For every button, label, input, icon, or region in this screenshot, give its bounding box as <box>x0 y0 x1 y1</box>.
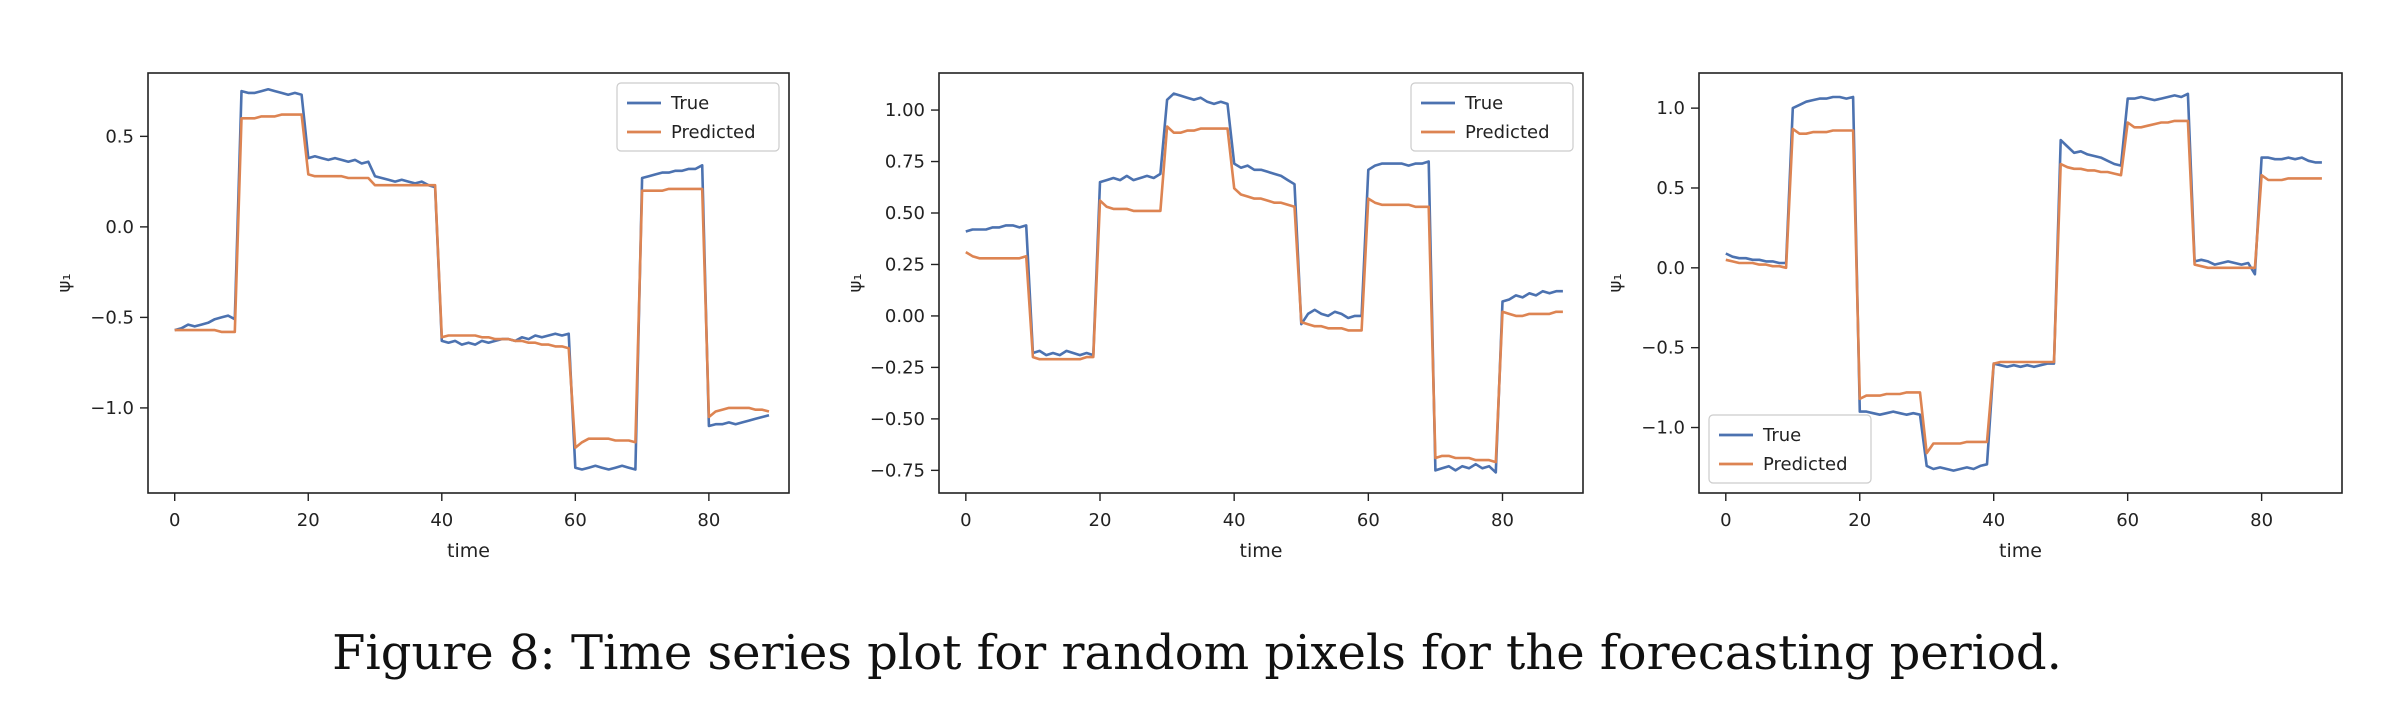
plot-frame <box>1698 72 2343 494</box>
legend-box <box>1708 414 1872 484</box>
legend-box <box>616 82 780 152</box>
y-axis-label: ψ₁ <box>845 273 866 292</box>
y-tick-label: 0.75 <box>885 152 925 173</box>
x-tick-label: 40 <box>430 510 453 531</box>
chart-panel-2: 0 20 40 60 80 1.00 0.75 0.50 0.25 0.00 −0.25 −0.50 −… <box>845 72 1584 562</box>
figure-caption: Figure 8: Time series plot for random pi… <box>332 625 2062 681</box>
series-line-true <box>174 88 770 471</box>
series-line-predicted <box>965 125 1563 464</box>
y-tick-label: −0.50 <box>870 409 925 430</box>
x-tick-label: 60 <box>564 510 587 531</box>
x-tick-label: 40 <box>1982 510 2005 531</box>
y-tick-label: −1.0 <box>1641 418 1685 439</box>
x-tick-label: 20 <box>1848 510 1871 531</box>
legend: True Predicted <box>1410 82 1574 152</box>
x-axis-label: time <box>1999 540 2042 562</box>
legend-box <box>1410 82 1574 152</box>
y-tick-label: −1.0 <box>90 398 134 419</box>
x-tick-label: 80 <box>2250 510 2273 531</box>
y-tick-label: 0.50 <box>885 203 925 224</box>
y-tick-label: 0.0 <box>105 217 134 238</box>
plot-frame <box>938 72 1584 494</box>
x-tick-label: 40 <box>1223 510 1246 531</box>
y-axis-label: ψ₁ <box>54 273 75 292</box>
plot-frame <box>147 72 790 494</box>
series-line-predicted <box>1725 119 2322 455</box>
x-tick-label: 80 <box>1491 510 1514 531</box>
y-axis-label: ψ₁ <box>1605 273 1626 292</box>
x-tick-label: 20 <box>1089 510 1112 531</box>
y-tick-label: 1.00 <box>885 100 925 121</box>
x-axis-label: time <box>447 540 490 562</box>
legend-label-predicted: Predicted <box>1465 122 1550 143</box>
chart-panel-1: 0 20 40 60 80 0.5 0.0 −0.5 −1.0 time ψ₁ True Predict… <box>54 72 790 562</box>
y-tick-label: 0.25 <box>885 254 925 275</box>
y-tick-label: 0.5 <box>105 126 134 147</box>
y-tick-label: 1.0 <box>1656 98 1685 119</box>
legend: True Predicted <box>616 82 780 152</box>
series-line-true <box>1725 92 2322 472</box>
x-tick-label: 60 <box>1357 510 1380 531</box>
series-line-predicted <box>174 113 770 450</box>
x-tick-label: 0 <box>1720 510 1731 531</box>
chart-panel-3: 0 20 40 60 80 1.0 0.5 0.0 −0.5 −1.0 time ψ₁ True Pred… <box>1605 72 2343 562</box>
legend-label-predicted: Predicted <box>671 122 756 143</box>
y-tick-label: 0.0 <box>1656 258 1685 279</box>
y-tick-label: −0.5 <box>90 307 134 328</box>
x-tick-label: 0 <box>169 510 180 531</box>
legend-label-predicted: Predicted <box>1763 454 1848 475</box>
y-tick-label: 0.00 <box>885 306 925 327</box>
x-tick-label: 80 <box>697 510 720 531</box>
y-tick-label: 0.5 <box>1656 178 1685 199</box>
x-tick-label: 20 <box>297 510 320 531</box>
x-axis-label: time <box>1240 540 1283 562</box>
series-line-true <box>965 92 1563 474</box>
x-tick-label: 60 <box>2116 510 2139 531</box>
y-tick-label: −0.75 <box>870 460 925 481</box>
x-tick-label: 0 <box>960 510 971 531</box>
legend-label-true: True <box>1762 425 1801 446</box>
y-tick-label: −0.5 <box>1641 338 1685 359</box>
y-tick-label: −0.25 <box>870 357 925 378</box>
legend: True Predicted <box>1708 414 1872 484</box>
legend-label-true: True <box>1464 93 1503 114</box>
legend-label-true: True <box>670 93 709 114</box>
